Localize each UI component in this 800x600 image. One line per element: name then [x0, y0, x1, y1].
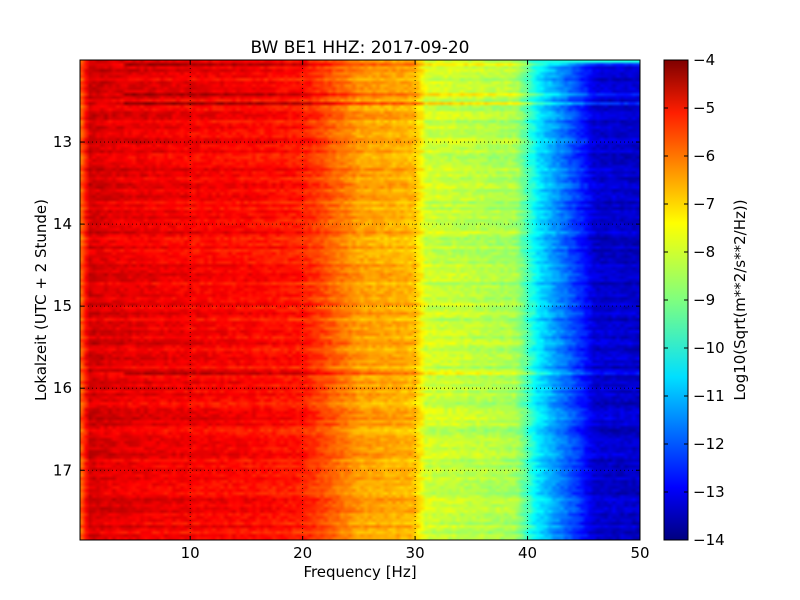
y-tick-label: 15 [53, 297, 72, 315]
x-tick-label: 10 [181, 544, 200, 562]
colorbar-tick-label: −7 [693, 195, 715, 213]
spectrogram-heatmap [80, 60, 640, 540]
colorbar-label: Log10(Sqrt(m**2/s**2/Hz)) [731, 199, 749, 400]
colorbar-tick-label: −8 [693, 243, 715, 261]
chart-title: BW BE1 HHZ: 2017-09-20 [250, 38, 469, 58]
y-tick-label: 13 [53, 133, 72, 151]
grid-lines [80, 60, 640, 540]
colorbar-tick-label: −14 [693, 531, 725, 549]
x-tick-label: 20 [293, 544, 312, 562]
y-axis: 13 14 15 16 17 [53, 133, 640, 479]
colorbar-ticks: −4 −5 −6 −7 −8 −9 −10 −11 −12 −13 −14 [664, 51, 725, 549]
colorbar-tick-label: −11 [693, 387, 725, 405]
y-tick-label: 14 [53, 215, 72, 233]
colorbar-tick-label: −6 [693, 147, 715, 165]
colorbar-tick-label: −4 [693, 51, 715, 69]
x-tick-label: 40 [518, 544, 537, 562]
y-axis-label: Lokalzeit (UTC + 2 Stunde) [32, 199, 50, 401]
x-tick-label: 50 [630, 544, 649, 562]
x-axis: 10 20 30 40 50 [181, 60, 650, 562]
y-tick-label: 16 [53, 379, 72, 397]
x-tick-label: 30 [406, 544, 425, 562]
plot-frame [79, 59, 641, 541]
colorbar-tick-label: −13 [693, 483, 725, 501]
colorbar-tick-label: −10 [693, 339, 725, 357]
colorbar-tick-label: −9 [693, 291, 715, 309]
heatmap-image [80, 60, 640, 540]
colorbar-tick-label: −5 [693, 99, 715, 117]
colorbar-tick-label: −12 [693, 435, 725, 453]
y-tick-label: 17 [53, 461, 72, 479]
x-axis-label: Frequency [Hz] [303, 563, 416, 581]
